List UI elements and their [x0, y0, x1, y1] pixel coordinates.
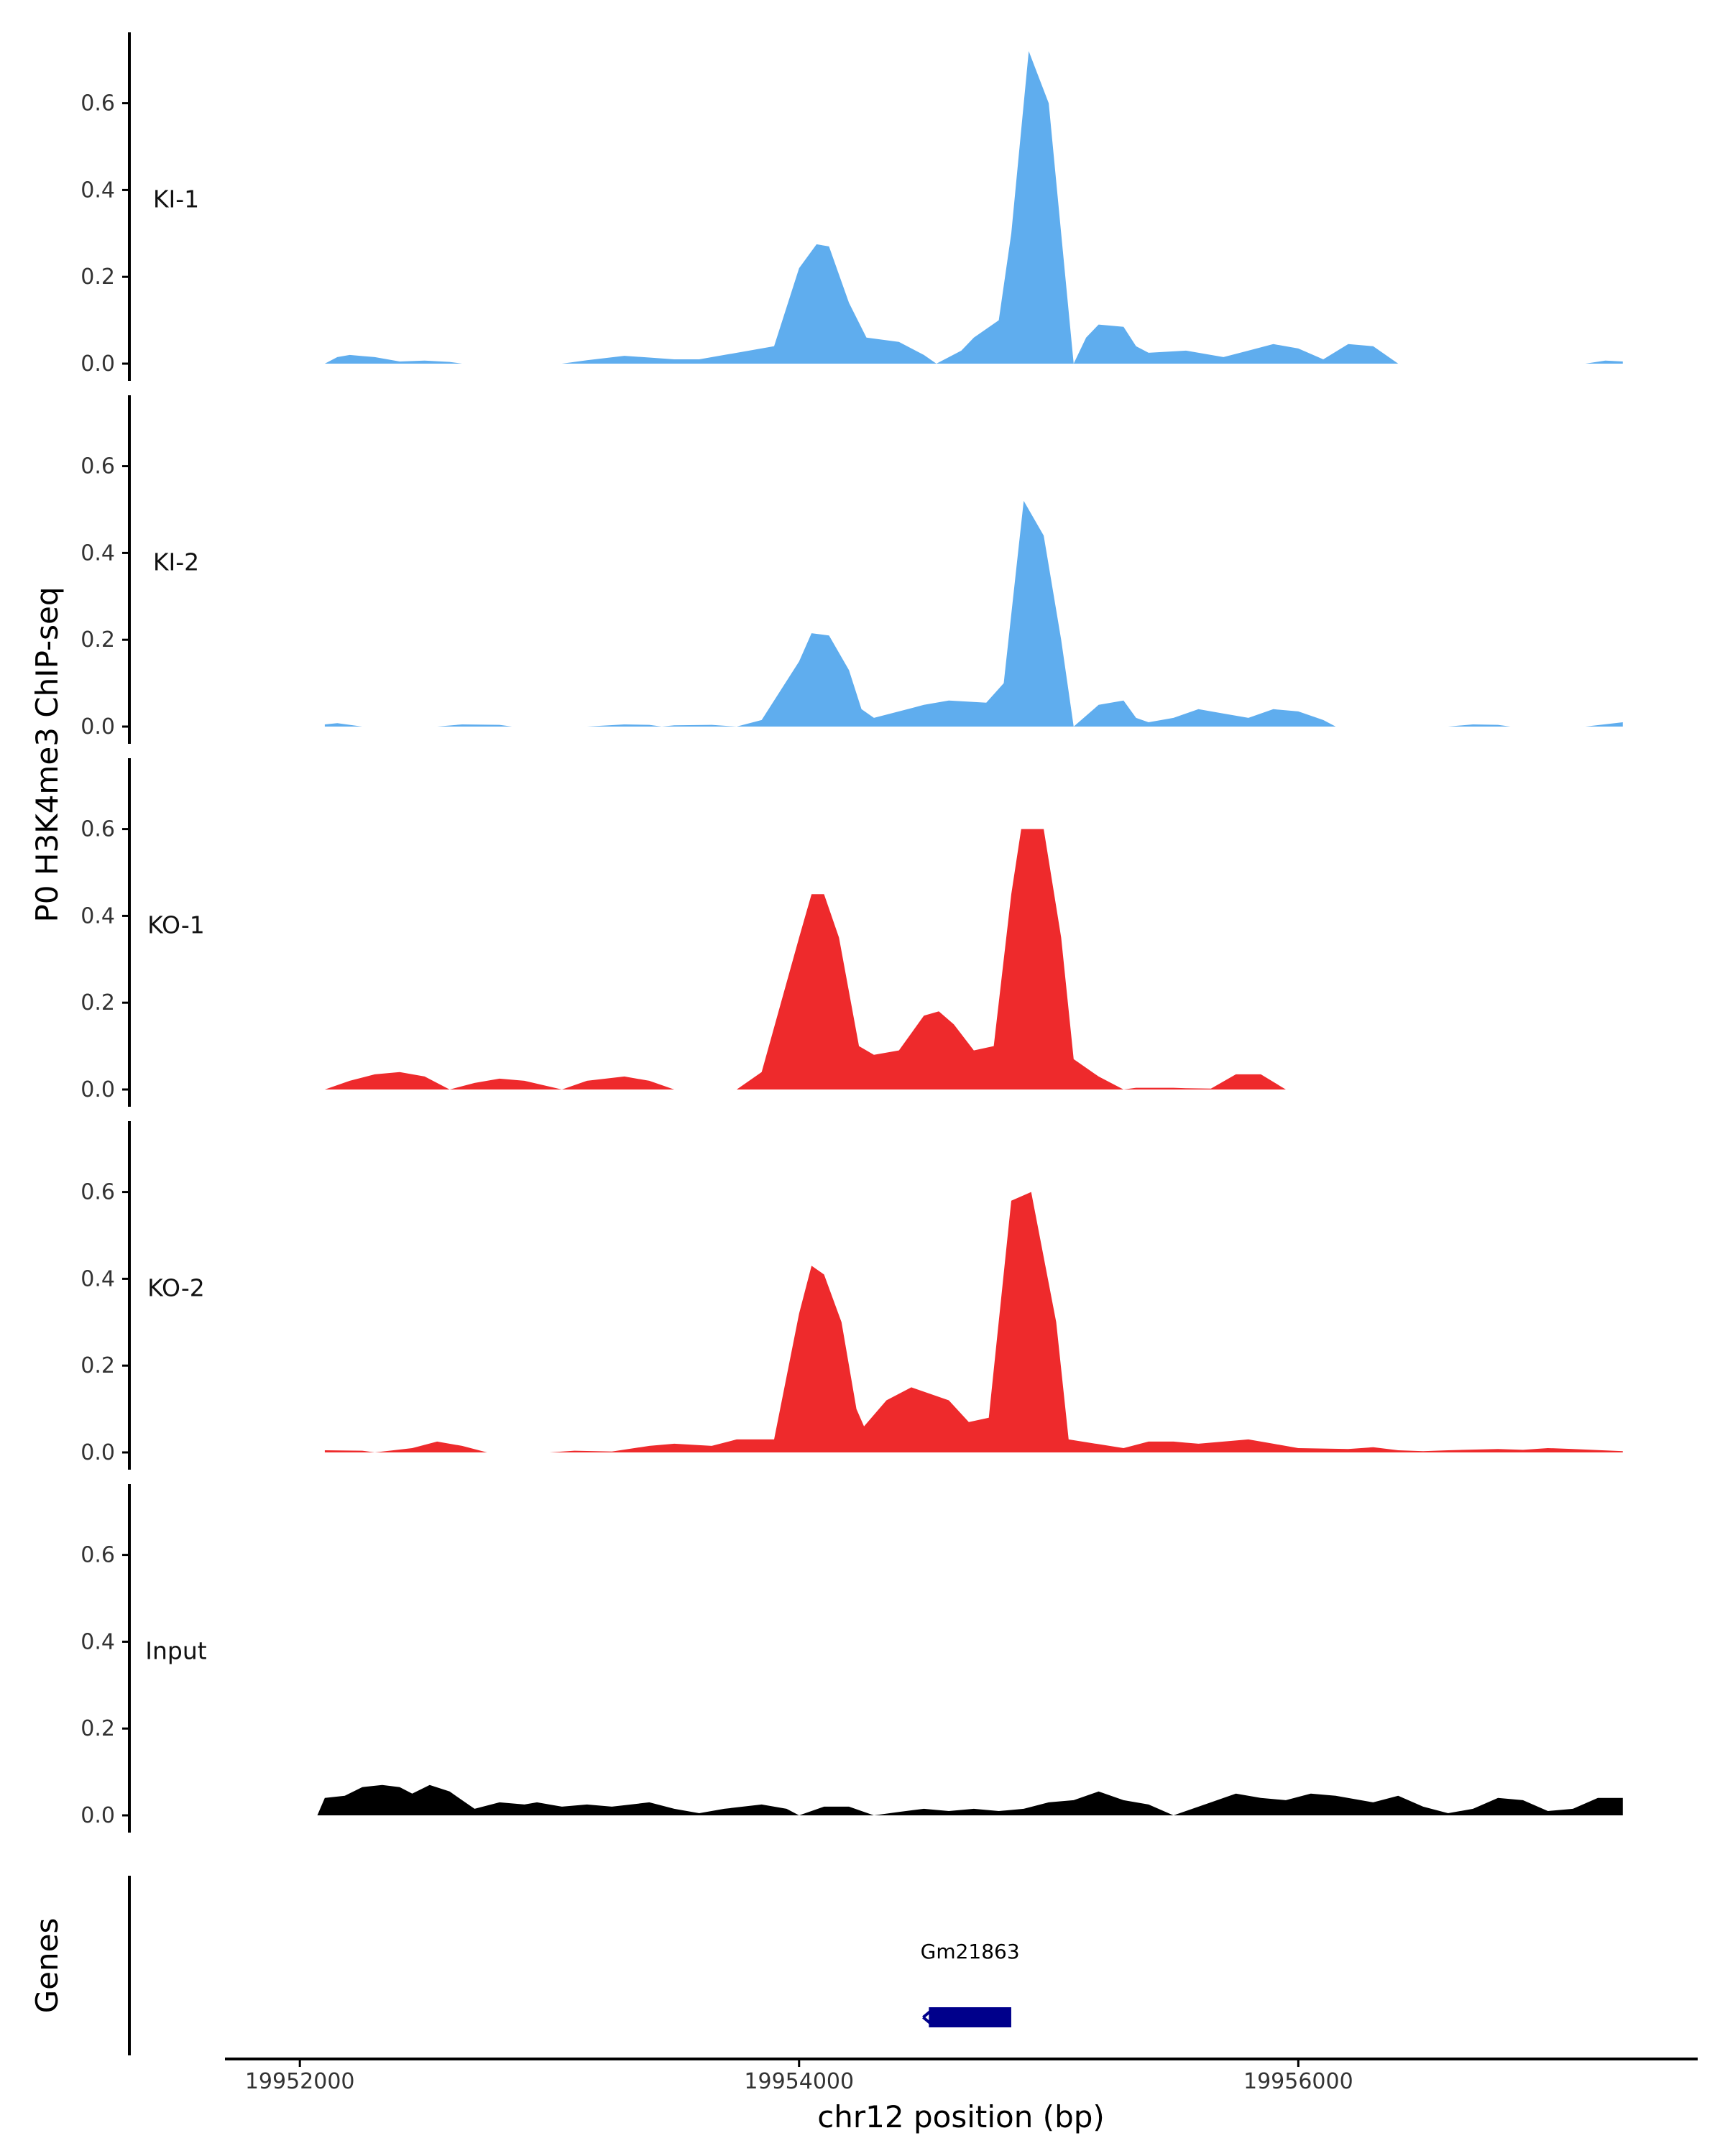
y-tick-label: 0.4	[80, 1266, 115, 1291]
y-tick-label: 0.2	[80, 1353, 115, 1378]
track-label: KI-2	[153, 548, 199, 576]
y-tick-label: 0.6	[80, 91, 115, 116]
track-ki-1: 0.0 0.2 0.4 0.6 KI-1	[80, 32, 1623, 381]
y-tick-label: 0.6	[80, 454, 115, 479]
signal-area-ko-2	[324, 1192, 1623, 1452]
y-tick-label: 0.0	[80, 1077, 115, 1102]
track-ko-2: 0.0 0.2 0.4 0.6 KO-2	[80, 1121, 1623, 1470]
y-tick-label: 0.4	[80, 540, 115, 566]
track-group: 0.00.20.40.6KI-10.00.20.40.6KI-20.00.20.…	[80, 32, 1623, 1833]
y-tick-label: 0.4	[80, 1629, 115, 1654]
y-tick-label: 0.4	[80, 903, 115, 929]
track-label: KO-1	[147, 911, 205, 939]
signal-area-ki-2	[324, 500, 1623, 727]
track-input: 0.0 0.2 0.4 0.6 Input	[80, 1484, 1623, 1833]
genes-title: Genes	[29, 1918, 65, 2014]
y-tick-label: 0.6	[80, 817, 115, 842]
y-tick-label: 0.0	[80, 1440, 115, 1465]
track-ki-2: 0.0 0.2 0.4 0.6 KI-2	[80, 395, 1623, 744]
track-label: KI-1	[153, 185, 199, 213]
gene-label: Gm21863	[921, 1940, 1020, 1963]
signal-area-input	[317, 1784, 1623, 1815]
signal-area-ko-1	[324, 829, 1286, 1089]
track-ko-1: 0.0 0.2 0.4 0.6 KO-1	[80, 758, 1286, 1107]
y-tick-label: 0.0	[80, 1803, 115, 1828]
x-tick-label: 19956000	[1243, 2069, 1353, 2094]
signal-area-ki-1	[324, 51, 1623, 364]
gene-strand-arrow	[922, 2009, 933, 2026]
y-tick-label: 0.2	[80, 1716, 115, 1741]
x-axis: 19952000 19954000 19956000	[225, 2058, 1698, 2094]
y-tick-label: 0.2	[80, 990, 115, 1015]
y-tick-label: 0.0	[80, 351, 115, 377]
x-tick-label: 19954000	[744, 2069, 854, 2094]
gene-body	[929, 2007, 1011, 2027]
y-tick-label: 0.2	[80, 627, 115, 653]
y-tick-label: 0.0	[80, 714, 115, 740]
y-axis-title: P0 H3K4me3 ChIP-seq	[29, 586, 65, 922]
track-label: KO-2	[147, 1274, 205, 1302]
x-tick-label: 19952000	[245, 2069, 355, 2094]
track-label: Input	[145, 1637, 207, 1665]
y-tick-label: 0.6	[80, 1180, 115, 1205]
y-tick-label: 0.6	[80, 1543, 115, 1568]
y-tick-label: 0.4	[80, 178, 115, 203]
y-tick-label: 0.2	[80, 264, 115, 290]
genes-panel: Genes Gm21863	[29, 1876, 1020, 2055]
x-axis-title: chr12 position (bp)	[817, 2099, 1105, 2134]
